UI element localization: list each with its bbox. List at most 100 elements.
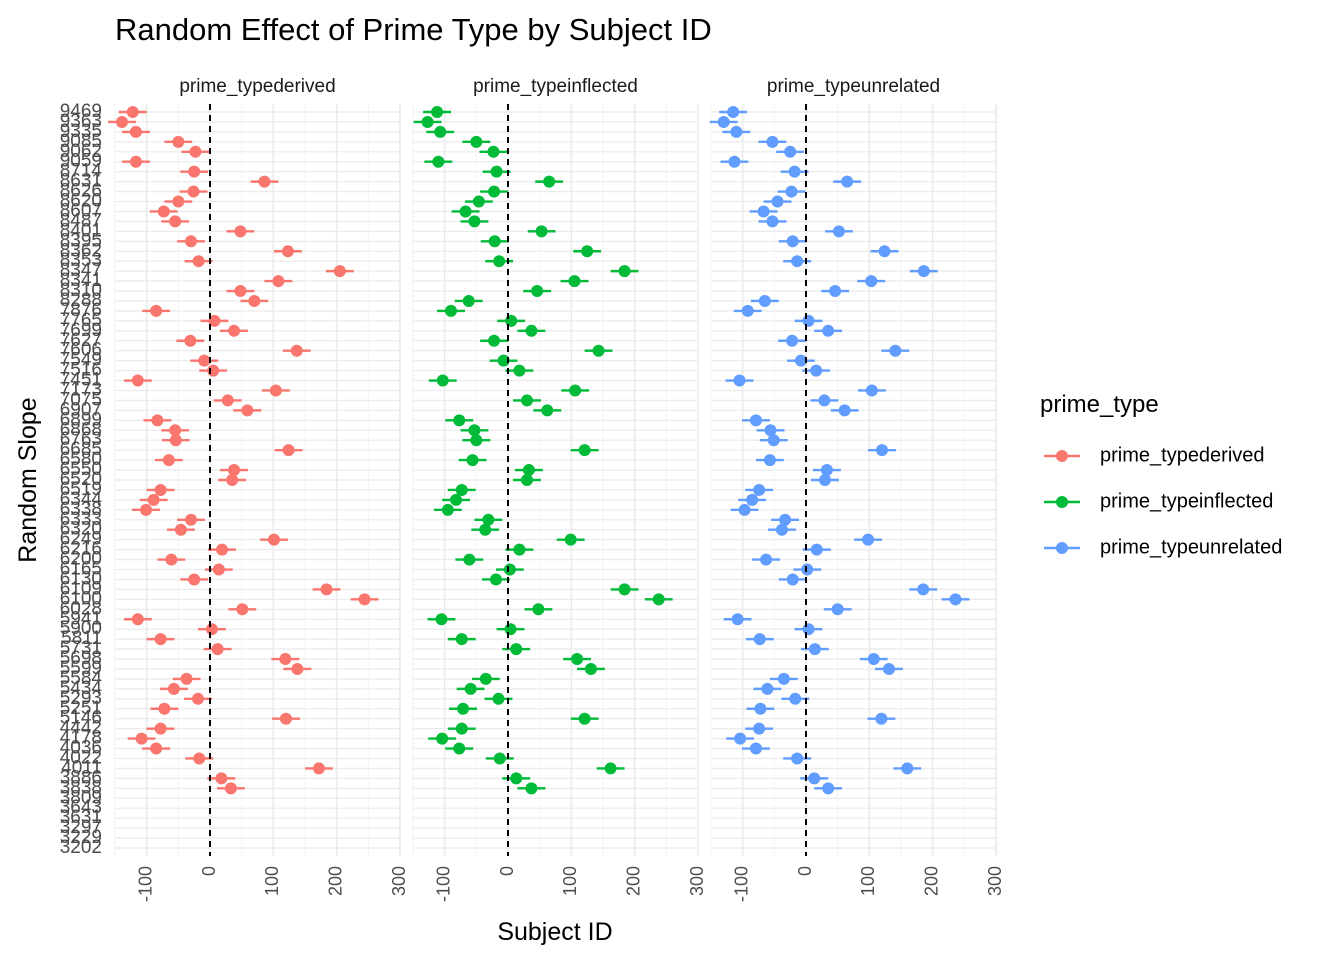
y-tick-label: 4011	[61, 757, 102, 778]
data-point	[269, 384, 282, 397]
y-tick-label: 3838	[60, 777, 102, 798]
facet-panel: prime_typeinflected -100 0 100 200 300	[412, 76, 707, 902]
y-axis-title: Random Slope	[14, 397, 42, 562]
y-tick-label: 6249	[60, 529, 102, 550]
data-point	[510, 772, 523, 785]
y-tick-label: 7765	[60, 310, 102, 331]
data-point	[333, 265, 346, 278]
data-point	[228, 464, 241, 477]
y-tick-label: 6580	[60, 449, 102, 470]
data-point	[592, 344, 605, 357]
data-point	[479, 672, 492, 685]
y-tick-label: 8341	[60, 270, 102, 291]
data-point	[786, 573, 799, 586]
y-tick-label: 9335	[60, 121, 102, 142]
data-point	[618, 583, 631, 596]
y-tick-label: 4442	[60, 718, 102, 739]
y-tick-label: 6550	[60, 459, 102, 480]
data-point	[320, 583, 333, 596]
data-point	[753, 722, 766, 735]
legend-label: prime_typeunrelated	[1100, 536, 1282, 558]
y-tick-label: 6109	[60, 578, 102, 599]
data-point	[532, 603, 545, 616]
data-point	[272, 275, 285, 288]
data-point	[757, 205, 770, 218]
y-tick-label: 6100	[60, 588, 102, 609]
data-point	[810, 543, 823, 556]
facet-panel: prime_typeunrelated -100 0 100 200 300	[709, 76, 1005, 902]
data-point	[808, 643, 821, 656]
data-point	[216, 543, 229, 556]
data-point	[228, 324, 241, 337]
data-point	[188, 573, 201, 586]
x-tick-label: -100	[135, 866, 155, 902]
data-point	[767, 434, 780, 447]
y-tick-label: 6763	[60, 429, 102, 450]
data-point	[758, 294, 771, 307]
data-point	[749, 742, 762, 755]
x-tick-label: 200	[623, 866, 643, 896]
y-tick-label: 8714	[60, 161, 103, 182]
data-point	[189, 145, 202, 158]
data-point	[784, 145, 797, 158]
data-point	[571, 653, 584, 666]
data-point	[248, 294, 261, 307]
data-point	[192, 255, 205, 268]
data-point	[568, 275, 581, 288]
data-point	[487, 145, 500, 158]
y-tick-label: 5293	[60, 688, 102, 709]
data-point	[236, 603, 249, 616]
y-axis-tick-labels: 9469936393359085906290598714863186268620…	[60, 101, 103, 858]
data-point	[187, 185, 200, 198]
legend-key-point	[1056, 450, 1068, 462]
data-point	[174, 523, 187, 536]
data-point	[169, 424, 182, 437]
y-tick-label: 7173	[60, 380, 102, 401]
x-tick-label: 0	[497, 866, 517, 876]
y-tick-label: 6868	[60, 419, 102, 440]
data-point	[180, 672, 193, 685]
data-point	[822, 782, 835, 795]
y-tick-label: 5811	[61, 628, 102, 649]
legend-title: prime_type	[1040, 391, 1159, 418]
y-tick-label: 7699	[60, 320, 102, 341]
data-point	[472, 195, 485, 208]
data-point	[455, 633, 468, 646]
y-tick-label: 8487	[60, 210, 102, 231]
data-point	[455, 722, 468, 735]
data-point	[462, 294, 475, 307]
x-tick-label: -100	[433, 866, 453, 902]
data-point	[541, 404, 554, 417]
data-point	[810, 364, 823, 377]
data-point	[831, 603, 844, 616]
y-tick-label: 9469	[60, 101, 102, 122]
data-point	[358, 593, 371, 606]
data-point	[290, 344, 303, 357]
y-tick-label: 6165	[60, 559, 102, 580]
data-point	[901, 762, 914, 775]
data-point	[802, 623, 815, 636]
data-point	[763, 454, 776, 467]
data-point	[867, 653, 880, 666]
x-tick-label: 100	[262, 866, 282, 896]
data-point	[808, 772, 821, 785]
data-point	[730, 125, 743, 138]
data-point	[652, 593, 665, 606]
y-tick-label: 3886	[60, 767, 102, 788]
data-point	[490, 165, 503, 178]
data-point	[281, 245, 294, 258]
data-point	[766, 215, 779, 228]
data-point	[521, 474, 533, 486]
y-tick-label: 9085	[60, 131, 102, 152]
data-point	[185, 235, 197, 248]
data-point	[521, 394, 533, 407]
y-tick-label: 7606	[60, 340, 102, 361]
y-tick-label: 6344	[60, 489, 103, 510]
data-point	[131, 613, 144, 626]
data-point	[450, 493, 463, 506]
y-tick-label: 7075	[60, 389, 102, 410]
data-point	[453, 742, 466, 755]
y-tick-label: 9062	[60, 141, 102, 162]
data-point	[205, 623, 218, 636]
data-point	[618, 265, 631, 278]
